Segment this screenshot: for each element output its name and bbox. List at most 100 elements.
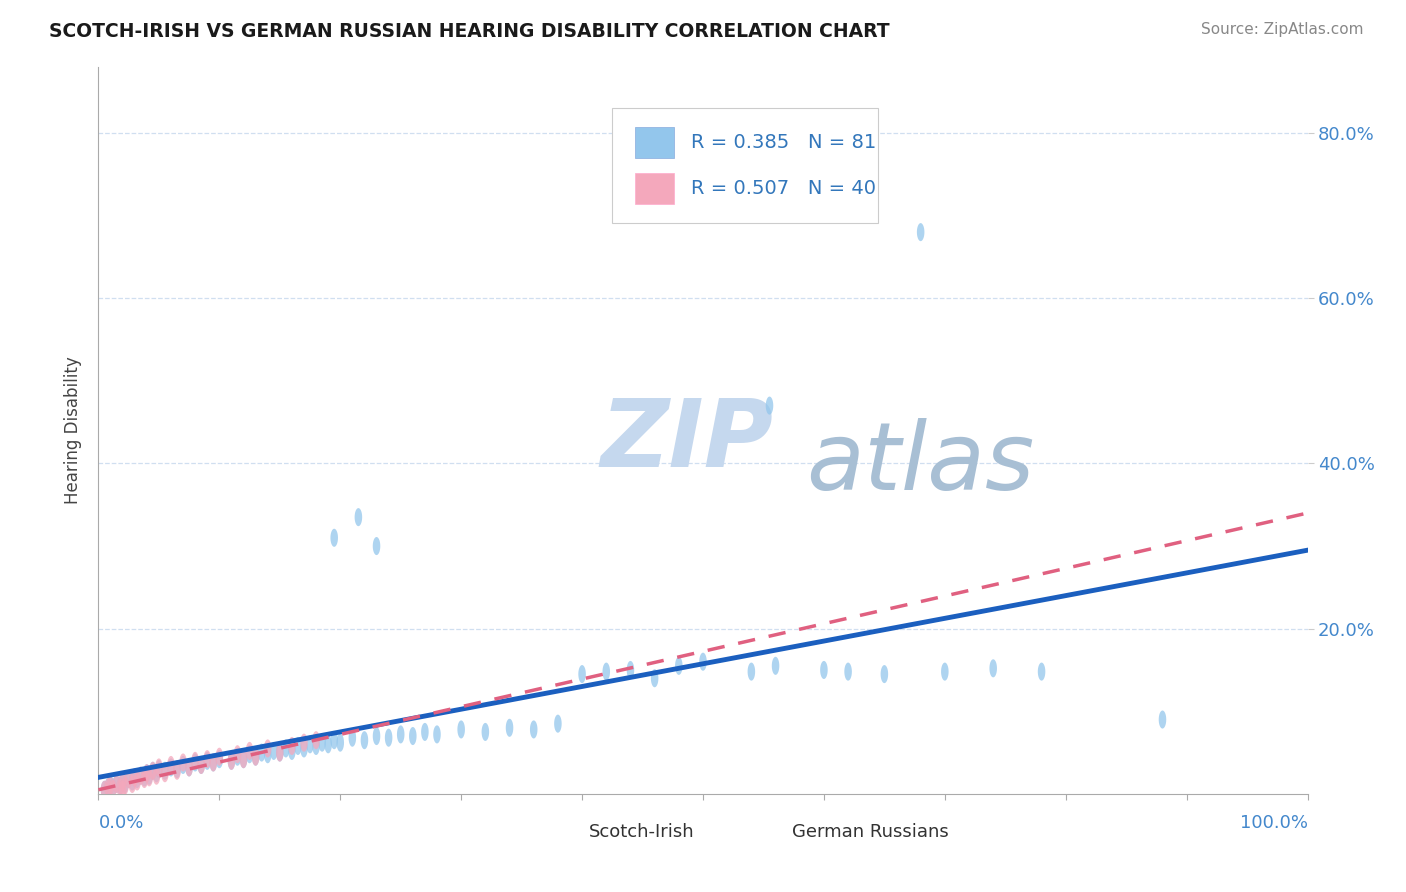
Point [195,754,218,768]
Point [305,739,328,753]
Point [135,766,157,780]
Point [145,769,167,783]
Point [498,721,520,735]
Point [299,737,322,751]
Point [101,780,124,795]
Point [347,510,370,524]
Point [413,725,436,739]
Point [111,782,134,797]
Point [329,736,352,750]
Point [93,782,115,797]
Point [740,665,762,679]
Point [118,772,141,786]
Point [153,766,176,780]
Point [256,741,278,756]
Point [389,727,412,741]
Point [474,725,496,739]
Point [292,736,315,750]
Point [644,671,666,685]
Point [426,727,449,741]
Point [316,737,339,751]
FancyBboxPatch shape [636,173,673,203]
Point [166,764,188,778]
Point [934,665,956,679]
Point [547,716,569,731]
Point [1031,665,1053,679]
Point [311,736,333,750]
Point [172,756,194,770]
Point [160,760,183,774]
Point [208,752,231,766]
Point [129,769,152,783]
Point [160,758,183,772]
Point [93,782,115,797]
Point [377,731,399,745]
Point [114,777,136,791]
Y-axis label: Hearing Disability: Hearing Disability [65,357,83,504]
FancyBboxPatch shape [636,128,673,158]
Point [153,764,176,778]
Point [134,772,156,786]
Point [208,749,231,764]
Point [166,762,188,776]
Point [239,744,262,758]
Point [245,749,267,764]
Text: 0.0%: 0.0% [98,814,143,832]
Point [910,225,932,239]
FancyBboxPatch shape [548,819,579,847]
Point [148,762,170,776]
Point [269,746,291,760]
Point [758,399,780,413]
Text: R = 0.385   N = 81: R = 0.385 N = 81 [690,133,876,152]
Point [226,749,249,764]
Point [571,667,593,681]
Point [179,760,201,774]
Point [111,774,134,789]
Point [108,779,131,793]
Point [190,758,212,772]
FancyBboxPatch shape [613,108,879,223]
Point [135,766,157,780]
Point [281,739,304,753]
Point [450,723,472,737]
Point [121,777,143,791]
Point [692,655,714,669]
Point [813,663,835,677]
Point [245,749,267,764]
Point [195,752,218,766]
Point [221,754,243,768]
Point [981,661,1004,675]
Point [269,746,291,760]
Point [202,756,225,770]
Point [124,770,146,784]
Point [281,744,304,758]
Point [523,723,546,737]
Point [114,779,136,793]
Point [263,744,285,758]
Point [232,752,254,766]
Point [179,760,201,774]
Point [619,663,641,677]
Point [873,667,896,681]
Point [129,769,152,783]
Point [105,777,128,791]
Text: ZIP: ZIP [600,395,773,487]
Text: Scotch-Irish: Scotch-Irish [589,823,695,841]
Point [226,747,249,762]
Point [1152,713,1174,727]
Point [134,770,156,784]
Point [142,764,165,778]
Point [292,741,315,756]
Point [138,769,160,783]
Point [148,760,170,774]
Point [184,756,207,770]
Point [595,665,617,679]
Point [108,780,131,795]
Point [402,729,425,743]
Text: 100.0%: 100.0% [1240,814,1308,832]
Text: German Russians: German Russians [793,823,949,841]
Text: SCOTCH-IRISH VS GERMAN RUSSIAN HEARING DISABILITY CORRELATION CHART: SCOTCH-IRISH VS GERMAN RUSSIAN HEARING D… [49,22,890,41]
Point [274,741,297,756]
Point [305,733,328,747]
Point [100,779,122,793]
